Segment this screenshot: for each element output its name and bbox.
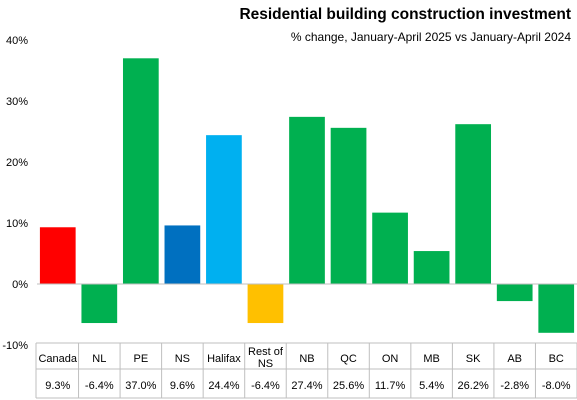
x-tick-label: ON <box>382 353 399 365</box>
y-tick-label: -10% <box>2 340 28 352</box>
data-label: 24.4% <box>208 380 239 392</box>
data-label: -8.0% <box>542 380 571 392</box>
data-label: -6.4% <box>251 380 280 392</box>
bar-mb <box>413 251 450 284</box>
y-tick-label: 10% <box>6 218 28 230</box>
bar-on <box>372 212 408 284</box>
bar-nl <box>81 284 118 324</box>
data-label: 37.0% <box>125 380 156 392</box>
data-label: 9.3% <box>45 380 70 392</box>
bar-ns <box>164 225 201 284</box>
x-tick-label: AB <box>507 353 522 365</box>
x-tick-label: Canada <box>38 353 77 365</box>
bar-canada <box>39 227 76 284</box>
data-label: 25.6% <box>333 380 364 392</box>
data-label: 26.2% <box>458 380 489 392</box>
x-tick-label: NS <box>175 353 190 365</box>
y-tick-label: 40% <box>6 35 28 47</box>
x-tick-label: NL <box>92 353 106 365</box>
y-tick-label: 30% <box>6 96 28 108</box>
data-label: 11.7% <box>375 380 406 392</box>
data-label: 27.4% <box>291 380 322 392</box>
x-tick-label: Rest of NS <box>248 346 284 370</box>
bar-halifax <box>206 135 242 284</box>
y-axis: -10% 0% 10% 20% 30% 40% <box>2 35 28 352</box>
x-tick-label: Halifax <box>207 353 241 365</box>
bar-pe <box>122 58 159 284</box>
x-tick-label: NB <box>299 353 314 365</box>
bars <box>39 58 575 333</box>
bar-nb <box>289 116 325 284</box>
bar-bc <box>538 284 575 333</box>
bar-sk <box>455 124 492 285</box>
data-label: -2.8% <box>500 380 529 392</box>
y-tick-label: 20% <box>6 157 28 169</box>
bar-rest-of-ns <box>247 284 284 324</box>
bar-qc <box>330 127 367 284</box>
x-tick-label: QC <box>340 353 357 365</box>
data-label: 9.6% <box>170 380 195 392</box>
x-tick-label: PE <box>134 353 149 365</box>
y-tick-label: 0% <box>12 279 28 291</box>
chart-title: Residential building construction invest… <box>239 6 571 23</box>
chart-subtitle: % change, January-April 2025 vs January-… <box>290 30 571 44</box>
x-tick-label: BC <box>549 353 564 365</box>
category-table: Canada 9.3% NL -6.4% PE 37.0% NS 9.6% Halifax 24.… <box>35 342 577 399</box>
data-label: 5.4% <box>419 380 444 392</box>
data-label: -6.4% <box>85 380 114 392</box>
x-tick-label: MB <box>423 353 440 365</box>
x-tick-label: SK <box>466 353 481 365</box>
bar-ab <box>496 284 533 302</box>
